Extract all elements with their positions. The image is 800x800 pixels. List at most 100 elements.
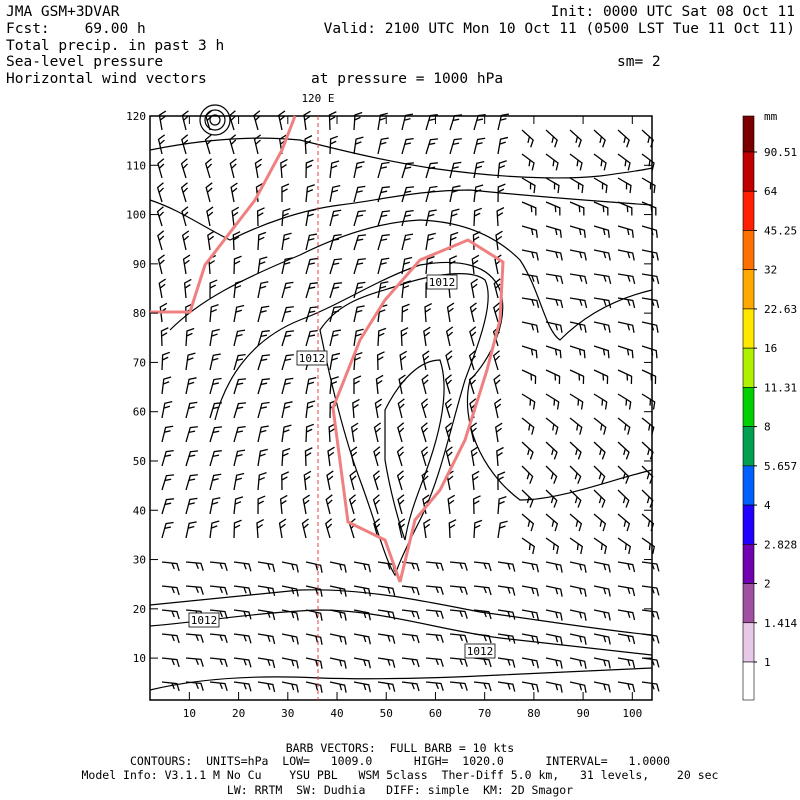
wind-barb <box>353 375 362 395</box>
wind-barb <box>420 398 429 419</box>
wind-barb <box>444 398 452 419</box>
wind-barb <box>372 494 380 515</box>
wind-barb <box>593 657 611 669</box>
wind-barb <box>569 417 583 435</box>
y-tick-label: 10 <box>133 652 146 665</box>
y-tick-label: 30 <box>133 554 146 567</box>
wind-barb <box>495 230 503 251</box>
wind-barb <box>617 369 633 384</box>
wind-barb <box>397 422 405 443</box>
wind-barb <box>470 446 479 467</box>
wind-barb <box>305 329 318 347</box>
wind-barb <box>545 321 563 333</box>
wind-barb <box>521 465 534 484</box>
x-tick-label: 30 <box>281 707 294 720</box>
wind-barb <box>257 561 276 573</box>
wind-barb <box>281 207 291 227</box>
wind-barb <box>569 177 584 194</box>
wind-barb <box>281 306 294 323</box>
wind-barb <box>425 138 439 155</box>
wind-barb <box>422 350 430 371</box>
wind-barb <box>396 446 404 467</box>
wind-barb <box>401 585 420 596</box>
wind-barb <box>209 377 222 395</box>
wind-barb <box>329 633 347 645</box>
wind-barb <box>424 302 433 323</box>
wind-barb <box>617 657 636 669</box>
wind-barb <box>281 561 299 573</box>
wind-barb <box>593 441 606 460</box>
wind-barb <box>593 153 607 171</box>
wind-barb <box>161 376 172 395</box>
wind-barb <box>233 353 246 371</box>
wind-barb <box>521 585 540 597</box>
wind-barb <box>185 585 204 595</box>
wind-barb <box>593 465 606 484</box>
wind-barb <box>325 494 333 515</box>
wind-barb <box>449 138 462 155</box>
wind-barb <box>641 177 656 194</box>
wind-barb <box>545 153 559 171</box>
wind-barb <box>497 585 516 596</box>
wind-barb <box>372 470 381 491</box>
wind-barb <box>158 278 166 299</box>
wind-barb <box>257 256 268 275</box>
wind-barb <box>617 417 631 435</box>
wind-barb <box>569 537 584 555</box>
wind-barb <box>445 326 454 347</box>
wind-barb <box>593 513 607 532</box>
wind-barb <box>593 681 611 693</box>
wind-barb <box>182 254 191 275</box>
wind-barb <box>617 249 635 261</box>
wind-barb <box>230 182 238 203</box>
x-tick-label: 100 <box>622 707 642 720</box>
isobar <box>209 114 221 126</box>
wind-barb <box>593 297 612 309</box>
wind-barb <box>617 273 636 284</box>
wind-barb <box>617 177 632 194</box>
wind-barb <box>209 561 228 572</box>
colorbar-band <box>742 151 755 192</box>
wind-barb <box>161 657 180 668</box>
wind-barb <box>494 422 503 443</box>
wind-barb <box>156 206 164 227</box>
isobar <box>149 137 653 179</box>
wind-barb <box>353 161 365 179</box>
wind-barb <box>257 354 271 371</box>
colorbar-band <box>742 269 755 310</box>
wind-barb <box>545 633 563 645</box>
wind-barb <box>232 231 241 251</box>
wind-barb <box>157 230 165 251</box>
colorbar-band <box>742 230 755 270</box>
wind-barb <box>617 513 631 532</box>
wind-barb <box>209 473 222 491</box>
colorbar-band <box>742 115 755 153</box>
wind-barb <box>521 225 538 238</box>
wind-barb <box>377 186 390 203</box>
wind-barb <box>305 657 323 669</box>
isobar <box>149 589 653 636</box>
init-time: Init: 0000 UTC Sat 08 Oct 11 <box>551 4 795 20</box>
wind-barb <box>545 249 563 261</box>
colorbar-band <box>742 661 755 701</box>
wind-barb <box>471 470 480 491</box>
wind-barb <box>446 302 455 323</box>
wind-barb <box>641 537 656 555</box>
wind-barb <box>401 681 420 692</box>
colorbar-label: 2.828 <box>764 538 797 551</box>
wind-barb <box>257 472 267 491</box>
wind-barb <box>281 281 294 299</box>
wind-barb <box>425 232 436 251</box>
wind-barb <box>233 255 242 275</box>
wind-barb <box>353 185 366 203</box>
wind-barb <box>569 153 583 171</box>
wind-barb <box>281 330 295 347</box>
wind-barb <box>641 657 660 668</box>
wind-barb <box>593 345 610 359</box>
isobar <box>169 219 653 341</box>
wind-barb <box>374 398 383 419</box>
wind-barb <box>593 369 609 384</box>
wind-barb <box>209 353 221 371</box>
wind-barb <box>473 519 483 539</box>
wind-barb <box>305 282 319 299</box>
